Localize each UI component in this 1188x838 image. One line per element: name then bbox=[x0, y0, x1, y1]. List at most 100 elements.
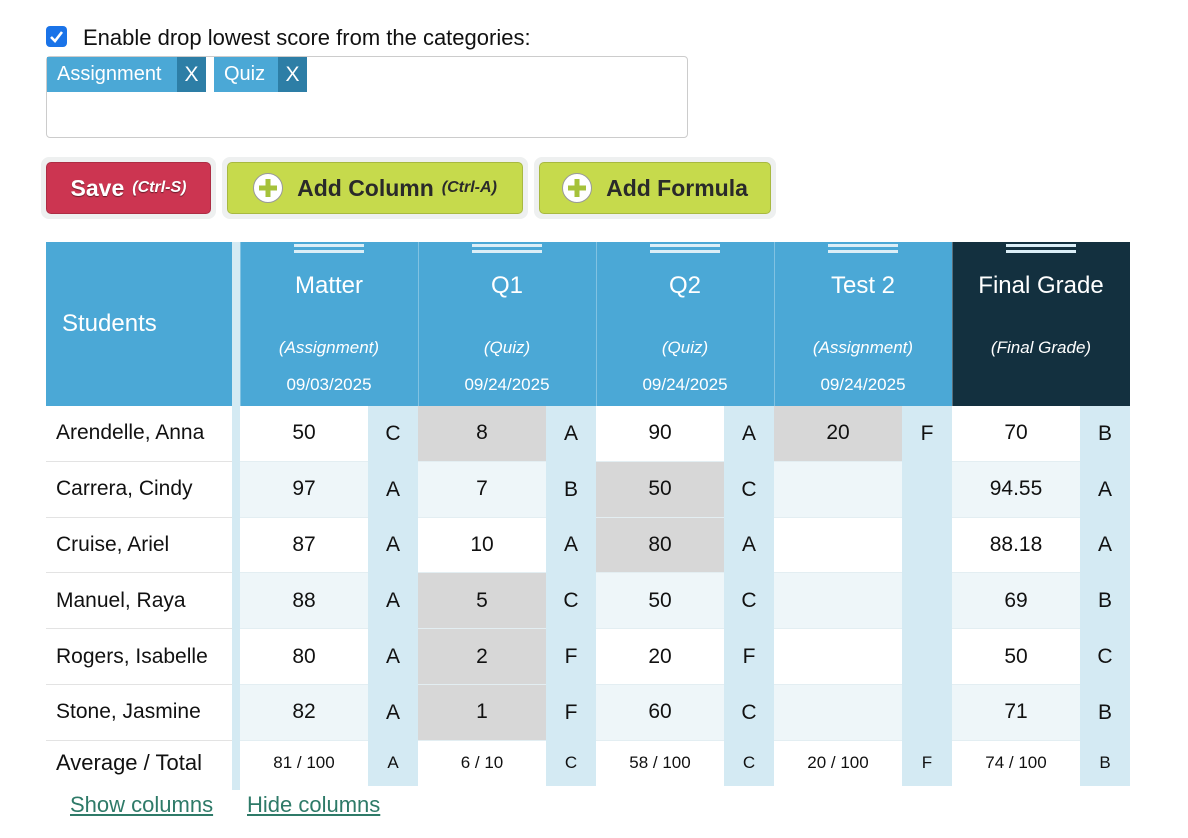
drag-handle[interactable] bbox=[650, 244, 720, 253]
column-title: Q1 bbox=[490, 272, 523, 299]
score-cell[interactable]: 88 bbox=[240, 573, 368, 630]
grade-cell bbox=[902, 461, 952, 518]
average-cell: 58 / 100 bbox=[596, 740, 724, 786]
tag-remove[interactable]: X bbox=[278, 57, 307, 92]
grade-cell: F bbox=[724, 629, 774, 685]
button-shortcut: (Ctrl-A) bbox=[441, 179, 497, 196]
score-cell[interactable]: 90 bbox=[596, 406, 724, 462]
grade-cell: A bbox=[546, 517, 596, 574]
score-cell[interactable]: 80 bbox=[596, 517, 724, 574]
column-link[interactable]: Hide columns bbox=[247, 792, 381, 817]
score-cell[interactable]: 20 bbox=[774, 406, 902, 462]
column-category: (Final Grade) bbox=[990, 338, 1092, 357]
button-add-formula[interactable]: Add Formula bbox=[539, 162, 771, 214]
button-label: Save bbox=[70, 174, 125, 201]
grade-cell: A bbox=[724, 517, 774, 574]
drag-handle[interactable] bbox=[1006, 244, 1076, 253]
column-date: 09/03/2025 bbox=[286, 375, 372, 394]
students-header: Students bbox=[46, 242, 232, 406]
grade-cell bbox=[902, 685, 952, 741]
score-cell[interactable]: 7 bbox=[418, 461, 546, 518]
score-cell[interactable]: 88.18 bbox=[952, 517, 1080, 574]
score-cell[interactable]: 5 bbox=[418, 573, 546, 630]
grade-cell: B bbox=[1080, 685, 1130, 741]
column-divider bbox=[232, 242, 240, 790]
category-input[interactable] bbox=[46, 56, 688, 138]
student-name[interactable]: Carrera, Cindy bbox=[46, 461, 232, 518]
grade-cell: A bbox=[546, 406, 596, 462]
student-name[interactable]: Stone, Jasmine bbox=[46, 685, 232, 741]
score-cell[interactable]: 10 bbox=[418, 517, 546, 574]
grade-cell: F bbox=[546, 629, 596, 685]
score-cell[interactable]: 50 bbox=[596, 573, 724, 630]
drag-handle[interactable] bbox=[294, 244, 364, 253]
score-cell[interactable]: 1 bbox=[418, 685, 546, 741]
student-name[interactable]: Cruise, Ariel bbox=[46, 517, 232, 574]
score-cell[interactable]: 71 bbox=[952, 685, 1080, 741]
grade-cell: A bbox=[724, 406, 774, 462]
score-cell[interactable]: 50 bbox=[952, 629, 1080, 685]
checkbox[interactable] bbox=[46, 26, 67, 47]
button-shortcut: (Ctrl-S) bbox=[132, 179, 187, 196]
score-cell[interactable]: 82 bbox=[240, 685, 368, 741]
button-add-column[interactable]: Add Column (Ctrl-A) bbox=[227, 162, 523, 214]
column-category: (Quiz) bbox=[483, 338, 531, 357]
grade-cell: A bbox=[368, 685, 418, 741]
score-cell[interactable]: 94.55 bbox=[952, 461, 1080, 518]
average-cell: 20 / 100 bbox=[774, 740, 902, 786]
score-cell[interactable] bbox=[774, 629, 902, 685]
column-link[interactable]: Show columns bbox=[70, 792, 214, 817]
score-cell[interactable]: 69 bbox=[952, 573, 1080, 630]
plus-icon bbox=[562, 173, 593, 203]
score-cell[interactable]: 2 bbox=[418, 629, 546, 685]
grade-cell: C bbox=[368, 406, 418, 462]
grade-cell: A bbox=[1080, 517, 1130, 574]
student-name[interactable]: Arendelle, Anna bbox=[46, 406, 232, 462]
drag-handle[interactable] bbox=[828, 244, 898, 253]
column-title: Final Grade bbox=[978, 272, 1104, 299]
column-title: Test 2 bbox=[830, 272, 896, 299]
score-cell[interactable]: 70 bbox=[952, 406, 1080, 462]
score-cell[interactable] bbox=[774, 573, 902, 630]
score-cell[interactable] bbox=[774, 517, 902, 574]
student-name[interactable]: Rogers, Isabelle bbox=[46, 629, 232, 685]
category-tag: Quiz bbox=[214, 57, 278, 92]
score-cell[interactable]: 60 bbox=[596, 685, 724, 741]
average-grade: C bbox=[724, 740, 774, 786]
button-label: Add Column bbox=[297, 174, 434, 201]
score-cell[interactable] bbox=[774, 461, 902, 518]
footer-label: Average / Total bbox=[46, 740, 232, 786]
grade-cell: B bbox=[1080, 406, 1130, 462]
score-cell[interactable]: 80 bbox=[240, 629, 368, 685]
average-grade: B bbox=[1080, 740, 1130, 786]
grade-cell: A bbox=[1080, 461, 1130, 518]
button-label: Add Formula bbox=[606, 174, 748, 201]
column-header bbox=[952, 242, 1130, 406]
grade-cell: A bbox=[368, 629, 418, 685]
score-cell[interactable] bbox=[774, 685, 902, 741]
average-cell: 74 / 100 bbox=[952, 740, 1080, 786]
column-header bbox=[240, 242, 418, 406]
drag-handle[interactable] bbox=[472, 244, 542, 253]
column-category: (Assignment) bbox=[278, 338, 380, 357]
score-cell[interactable]: 50 bbox=[240, 406, 368, 462]
column-date: 09/24/2025 bbox=[820, 375, 906, 394]
tag-remove[interactable]: X bbox=[177, 57, 206, 92]
student-name[interactable]: Manuel, Raya bbox=[46, 573, 232, 630]
score-cell[interactable]: 97 bbox=[240, 461, 368, 518]
button-save[interactable]: Save (Ctrl-S) bbox=[46, 162, 211, 214]
average-cell: 6 / 10 bbox=[418, 740, 546, 786]
grade-cell: A bbox=[368, 461, 418, 518]
score-cell[interactable]: 87 bbox=[240, 517, 368, 574]
score-cell[interactable]: 8 bbox=[418, 406, 546, 462]
grade-cell: C bbox=[724, 573, 774, 630]
score-cell[interactable]: 50 bbox=[596, 461, 724, 518]
grade-cell: A bbox=[368, 573, 418, 630]
score-cell[interactable]: 20 bbox=[596, 629, 724, 685]
column-category: (Assignment) bbox=[812, 338, 914, 357]
grade-cell: C bbox=[724, 461, 774, 518]
grade-cell: B bbox=[1080, 573, 1130, 630]
column-date: 09/24/2025 bbox=[464, 375, 550, 394]
average-cell: 81 / 100 bbox=[240, 740, 368, 786]
